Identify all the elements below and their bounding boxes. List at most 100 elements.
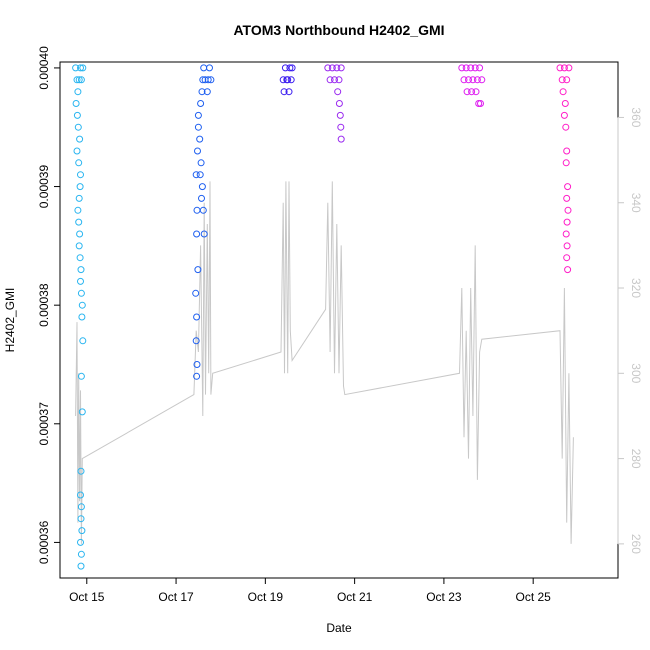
scatter-point bbox=[287, 76, 295, 84]
scatter-point bbox=[563, 242, 571, 250]
y-axis-label: H2402_GMI bbox=[3, 288, 17, 353]
scatter-point bbox=[192, 337, 200, 345]
scatter-point bbox=[198, 194, 205, 202]
scatter-point bbox=[77, 503, 85, 511]
y-tick-label: 0.00036 bbox=[37, 520, 51, 564]
scatter-point bbox=[279, 76, 287, 84]
scatter-point bbox=[192, 289, 200, 297]
scatter-point bbox=[462, 64, 470, 72]
y2-tick-label: 320 bbox=[629, 278, 643, 298]
scatter-point bbox=[328, 64, 336, 72]
scatter-point bbox=[207, 76, 215, 84]
scatter-point bbox=[197, 159, 205, 167]
scatter-point bbox=[337, 123, 345, 131]
scatter-point bbox=[194, 111, 202, 119]
scatter-point bbox=[560, 64, 568, 72]
y2-tick-label: 260 bbox=[629, 534, 643, 554]
y-axis: 0.00036 0.00037 0.00038 0.00039 0.00040 bbox=[37, 46, 61, 564]
scatter-point bbox=[337, 135, 345, 143]
plot-frame bbox=[59, 61, 619, 579]
scatter-point bbox=[76, 230, 84, 238]
scatter-point bbox=[467, 64, 475, 72]
scatter-point bbox=[194, 123, 202, 131]
scatter-point bbox=[335, 76, 343, 84]
scatter-point bbox=[77, 550, 85, 558]
x-tick-label: Oct 15 bbox=[69, 590, 105, 604]
scatter-point bbox=[77, 372, 85, 380]
scatter-point bbox=[335, 100, 343, 107]
scatter-point bbox=[478, 76, 486, 84]
scatter-point bbox=[206, 64, 213, 72]
scatter-point bbox=[77, 289, 85, 297]
scatter-point bbox=[77, 562, 85, 570]
scatter-point bbox=[74, 206, 82, 214]
y-tick-label: 0.00039 bbox=[37, 165, 51, 209]
x-tick-label: Oct 17 bbox=[158, 590, 194, 604]
scatter-point bbox=[200, 230, 208, 238]
x-tick-label: Oct 23 bbox=[426, 590, 462, 604]
scatter-point bbox=[477, 100, 484, 107]
scatter-point bbox=[469, 76, 477, 84]
scatter-point bbox=[196, 171, 204, 179]
x-tick-label: Oct 19 bbox=[248, 590, 284, 604]
scatter-point bbox=[324, 64, 332, 72]
secondary-line-layer bbox=[75, 181, 574, 544]
scatter-point bbox=[204, 76, 212, 84]
scatter-point bbox=[77, 277, 84, 285]
scatter-point bbox=[77, 538, 84, 546]
scatter-point bbox=[74, 123, 82, 131]
scatter-point bbox=[72, 100, 80, 107]
scatter-point bbox=[288, 64, 296, 72]
scatter-point bbox=[198, 183, 206, 191]
y2-tick-label: 360 bbox=[629, 107, 643, 127]
x-axis: Oct 15 Oct 17 Oct 19 Oct 21 Oct 23 Oct 25 bbox=[69, 577, 552, 604]
scatter-point bbox=[78, 301, 86, 309]
y-tick-label: 0.00040 bbox=[37, 46, 51, 90]
scatter-point bbox=[336, 111, 344, 119]
scatter-point bbox=[472, 88, 480, 96]
scatter-point bbox=[79, 337, 87, 345]
scatter-point bbox=[193, 313, 201, 321]
scatter-point bbox=[281, 64, 289, 72]
scatter-point bbox=[476, 64, 484, 72]
y-tick-label: 0.00038 bbox=[37, 283, 51, 327]
scatter-point bbox=[333, 64, 341, 72]
scatter-point bbox=[334, 88, 342, 96]
scatter-point bbox=[193, 230, 201, 238]
scatter-point bbox=[203, 88, 211, 96]
y2-tick-label: 300 bbox=[629, 363, 643, 383]
scatter-point bbox=[75, 76, 83, 84]
chart-title: ATOM3 Northbound H2402_GMI bbox=[233, 22, 444, 38]
scatter-point bbox=[564, 206, 572, 214]
scatter-point bbox=[77, 266, 85, 274]
scatter-point bbox=[471, 64, 479, 72]
scatter-point bbox=[563, 147, 571, 155]
scatter-point bbox=[563, 218, 571, 226]
scatter-point bbox=[192, 171, 200, 179]
scatter-point bbox=[73, 147, 81, 155]
scatter-point bbox=[331, 76, 338, 84]
scatter-point bbox=[563, 254, 571, 262]
scatter-point bbox=[337, 64, 345, 72]
scatter-point bbox=[77, 515, 85, 523]
scatter-point bbox=[286, 64, 294, 72]
scatter-point bbox=[193, 206, 201, 214]
scatter-point bbox=[193, 361, 201, 368]
scatter-point bbox=[77, 64, 84, 72]
scatter-points-layer bbox=[72, 64, 573, 570]
y-tick-label: 0.00037 bbox=[37, 402, 51, 446]
y2-tick-label: 280 bbox=[629, 449, 643, 469]
scatter-point bbox=[72, 64, 80, 72]
x-tick-label: Oct 25 bbox=[516, 590, 552, 604]
secondary-series-line bbox=[75, 181, 574, 544]
scatter-point bbox=[285, 88, 293, 96]
scatter-point bbox=[196, 135, 204, 143]
scatter-point bbox=[78, 313, 86, 321]
x-axis-label: Date bbox=[326, 621, 352, 635]
y2-tick-label: 340 bbox=[629, 193, 643, 213]
scatter-point bbox=[194, 266, 202, 274]
scatter-point bbox=[73, 76, 81, 84]
scatter-point bbox=[199, 76, 207, 84]
scatter-point bbox=[77, 467, 85, 475]
